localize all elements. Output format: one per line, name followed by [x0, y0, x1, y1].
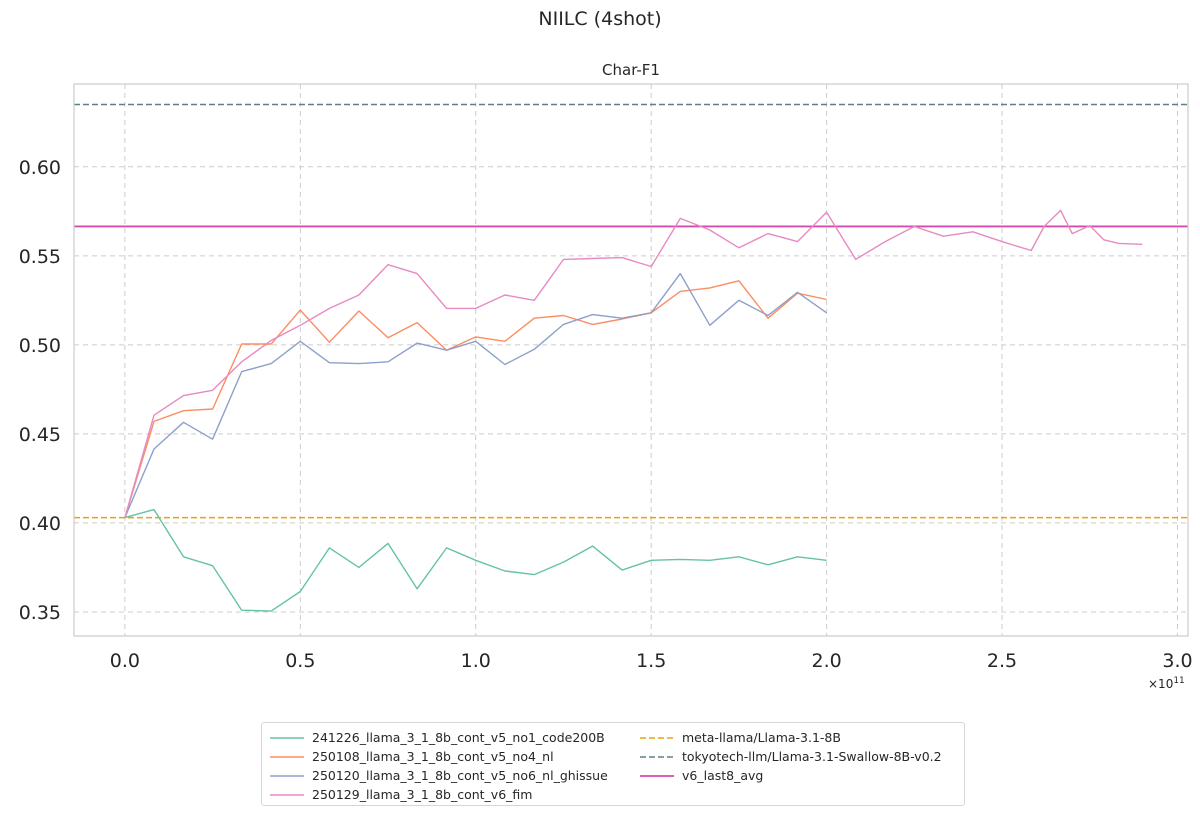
legend-item: 241226_llama_3_1_8b_cont_v5_no1_code200B — [270, 728, 608, 747]
x-tick-label: 1.0 — [461, 650, 491, 672]
legend-item: meta-llama/Llama-3.1-8B — [640, 728, 942, 747]
figure-title: NIILC (4shot) — [538, 8, 662, 30]
legend-label: v6_last8_avg — [682, 768, 764, 783]
legend-swatch — [270, 774, 304, 777]
legend-label: 250129_llama_3_1_8b_cont_v6_fim — [312, 787, 533, 802]
line-chart: Char-F1 0.0 0.5 1.0 1.5 2.0 2.5 3.0 0.350.400.… — [19, 61, 1193, 691]
y-tick-label: 0.55 — [19, 246, 61, 268]
x-axis-ticks: 0.0 0.5 1.0 1.5 2.0 2.5 3.0 — [110, 650, 1193, 672]
legend-label: tokyotech-llm/Llama-3.1-Swallow-8B-v0.2 — [682, 749, 942, 764]
legend-label: 250108_llama_3_1_8b_cont_v5_no4_nl — [312, 749, 554, 764]
series-line — [124, 508, 827, 612]
legend-item: 250129_llama_3_1_8b_cont_v6_fim — [270, 785, 608, 804]
y-axis-ticks: 0.35 0.40 0.45 0.50 0.55 0.60 — [19, 157, 61, 624]
legend-swatch — [640, 755, 674, 758]
legend-label: 241226_llama_3_1_8b_cont_v5_no1_code200B — [312, 730, 605, 745]
y-tick-label: 0.60 — [19, 157, 61, 179]
legend-item: v6_last8_avg — [640, 766, 942, 785]
y-tick-label: 0.50 — [19, 335, 61, 357]
chart-title: Char-F1 — [602, 61, 660, 79]
legend-swatch — [270, 736, 304, 739]
legend-item: 250108_llama_3_1_8b_cont_v5_no4_nl — [270, 747, 608, 766]
legend-column-right: meta-llama/Llama-3.1-8B tokyotech-llm/Ll… — [640, 728, 942, 785]
x-tick-label: 3.0 — [1162, 650, 1192, 672]
legend-item: 250120_llama_3_1_8b_cont_v5_no6_nl_ghiss… — [270, 766, 608, 785]
series-line — [124, 209, 1143, 518]
legend-item: tokyotech-llm/Llama-3.1-Swallow-8B-v0.2 — [640, 747, 942, 766]
reference-lines — [74, 103, 1188, 519]
y-tick-label: 0.40 — [19, 513, 61, 535]
legend-swatch — [270, 793, 304, 796]
legend-label: 250120_llama_3_1_8b_cont_v5_no6_nl_ghiss… — [312, 768, 608, 783]
legend-swatch — [270, 755, 304, 758]
legend-label: meta-llama/Llama-3.1-8B — [682, 730, 841, 745]
legend-swatch — [640, 774, 674, 777]
x-axis-offset-label: ×1011 — [1148, 676, 1185, 691]
grid-lines — [74, 84, 1188, 636]
legend: 241226_llama_3_1_8b_cont_v5_no1_code200B… — [261, 722, 965, 806]
x-tick-label: 2.5 — [987, 650, 1017, 672]
series-line — [124, 272, 828, 518]
legend-swatch — [640, 736, 674, 739]
x-tick-label: 1.5 — [636, 650, 666, 672]
y-tick-label: 0.35 — [19, 602, 61, 624]
plot-area-frame — [73, 83, 1189, 637]
y-tick-label: 0.45 — [19, 424, 61, 446]
x-tick-label: 2.0 — [811, 650, 841, 672]
x-tick-label: 0.0 — [110, 650, 140, 672]
series-line — [124, 280, 827, 518]
x-tick-label: 0.5 — [285, 650, 315, 672]
series-lines — [124, 209, 1143, 612]
legend-column-left: 241226_llama_3_1_8b_cont_v5_no1_code200B… — [270, 728, 608, 804]
